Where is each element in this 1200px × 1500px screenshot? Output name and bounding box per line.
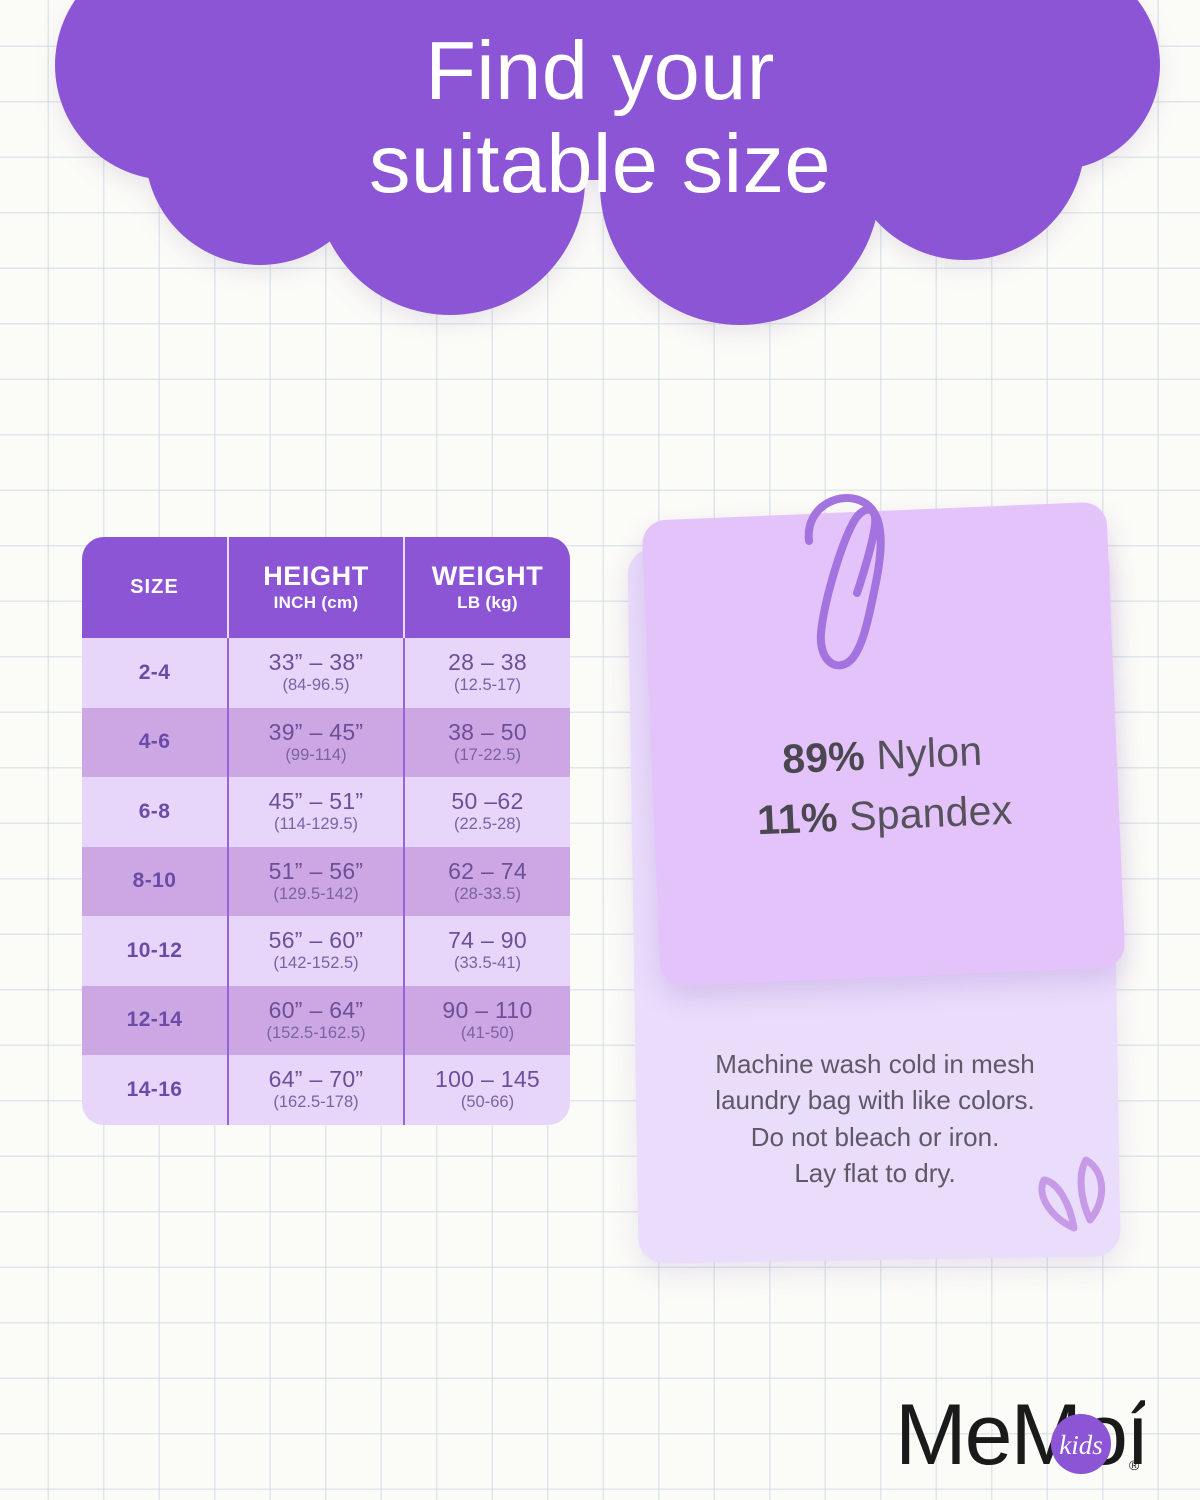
cell-weight-kg: (33.5-41) xyxy=(454,954,521,973)
cell-height: 45” – 51” (114-129.5) xyxy=(227,777,403,847)
table-row: 4-6 39” – 45” (99-114) 38 – 50 (17-22.5) xyxy=(82,707,570,777)
cell-height-inch: 51” – 56” xyxy=(268,857,364,884)
cell-height: 33” – 38” (84-96.5) xyxy=(227,638,403,708)
cell-weight-lb: 62 – 74 xyxy=(448,857,527,884)
cell-size: 2-4 xyxy=(138,660,171,684)
material-percent-1: 89% xyxy=(781,732,866,783)
cell-size: 12-14 xyxy=(126,1008,183,1032)
trademark-mark: ® xyxy=(1129,1457,1140,1473)
cell-weight-lb: 28 – 38 xyxy=(448,649,527,676)
size-chart-table: SIZE HEIGHT INCH (cm) WEIGHT LB (kg) 2-4… xyxy=(82,537,570,1125)
cell-weight-lb: 38 – 50 xyxy=(448,718,527,745)
cell-weight: 38 – 50 (17-22.5) xyxy=(403,707,570,777)
column-header-weight-unit: LB (kg) xyxy=(457,593,518,613)
cell-height-cm: (142-152.5) xyxy=(273,954,359,973)
cell-weight-kg: (22.5-28) xyxy=(454,815,521,834)
cell-height-inch: 45” – 51” xyxy=(268,788,364,815)
care-line-3: Do not bleach or iron. xyxy=(750,1121,1000,1152)
cell-weight-lb: 74 – 90 xyxy=(448,927,527,954)
paperclip-icon xyxy=(804,494,885,670)
care-line-1: Machine wash cold in mesh xyxy=(715,1049,1035,1079)
cell-height-inch: 39” – 45” xyxy=(268,718,364,745)
table-row: 14-16 64” – 70” (162.5-178) 100 – 145 (5… xyxy=(82,1055,570,1125)
care-instructions: Machine wash cold in mesh laundry bag wi… xyxy=(650,1046,1100,1192)
table-row: 6-8 45” – 51” (114-129.5) 50 –62 (22.5-2… xyxy=(82,777,570,847)
cell-height: 51” – 56” (129.5-142) xyxy=(227,846,403,916)
column-header-height-label: HEIGHT xyxy=(263,560,369,591)
kids-badge xyxy=(1051,1414,1111,1474)
column-header-size-label: SIZE xyxy=(130,575,179,598)
cell-height-cm: (84-96.5) xyxy=(282,676,350,695)
cell-height: 60” – 64” (152.5-162.5) xyxy=(227,985,403,1055)
cell-weight-kg: (17-22.5) xyxy=(454,745,521,764)
cell-height-cm: (129.5-142) xyxy=(273,884,359,903)
table-row: 12-14 60” – 64” (152.5-162.5) 90 – 110 (… xyxy=(82,985,570,1055)
material-name-1: Nylon xyxy=(875,727,984,779)
cell-weight-kg: (50-66) xyxy=(460,1093,515,1112)
kids-badge-label: kids xyxy=(1059,1430,1103,1460)
column-header-size: SIZE xyxy=(82,537,227,638)
cell-weight-lb: 50 –62 xyxy=(451,788,524,815)
cell-height: 56” – 60” (142-152.5) xyxy=(227,916,403,986)
cell-size: 6-8 xyxy=(138,799,171,823)
care-line-4: Lay flat to dry. xyxy=(794,1158,956,1189)
cell-weight-kg: (41-50) xyxy=(460,1023,515,1042)
heart-doodle-icon xyxy=(1038,1156,1106,1232)
cell-size: 14-16 xyxy=(126,1077,183,1101)
cell-weight: 28 – 38 (12.5-17) xyxy=(403,638,570,708)
cell-size: 8-10 xyxy=(132,869,177,893)
cell-height-cm: (162.5-178) xyxy=(273,1093,359,1112)
cell-weight: 50 –62 (22.5-28) xyxy=(403,777,570,847)
cell-height-inch: 33” – 38” xyxy=(268,649,364,676)
table-row: 8-10 51” – 56” (129.5-142) 62 – 74 (28-3… xyxy=(82,846,570,916)
table-header-row: SIZE HEIGHT INCH (cm) WEIGHT LB (kg) xyxy=(82,537,570,638)
material-composition: 89% Nylon 11% Spandex xyxy=(649,716,1119,855)
cell-height-inch: 56” – 60” xyxy=(268,927,364,954)
column-header-height: HEIGHT INCH (cm) xyxy=(227,537,403,638)
cell-weight-lb: 100 – 145 xyxy=(434,1066,541,1093)
cell-weight-lb: 90 – 110 xyxy=(442,996,533,1023)
cell-height-inch: 64” – 70” xyxy=(268,1066,364,1093)
column-header-weight-label: WEIGHT xyxy=(431,560,544,591)
material-name-2: Spandex xyxy=(848,786,1014,840)
cell-height-cm: (99-114) xyxy=(285,745,347,764)
column-header-weight: WEIGHT LB (kg) xyxy=(403,537,570,638)
material-percent-2: 11% xyxy=(756,793,839,844)
cell-size: 10-12 xyxy=(126,938,183,962)
cell-height-cm: (152.5-162.5) xyxy=(266,1023,366,1042)
cell-weight: 100 – 145 (50-66) xyxy=(403,1055,570,1125)
cell-height-inch: 60” – 64” xyxy=(268,996,364,1023)
column-header-height-unit: INCH (cm) xyxy=(273,593,359,613)
care-line-2: laundry bag with like colors. xyxy=(715,1085,1035,1116)
cell-height: 39” – 45” (99-114) xyxy=(227,707,403,777)
cell-weight-kg: (12.5-17) xyxy=(454,676,521,695)
cell-weight: 74 – 90 (33.5-41) xyxy=(403,916,570,986)
cell-height-cm: (114-129.5) xyxy=(273,815,359,834)
brand-logo: MeMoí kids ® xyxy=(895,1392,1145,1483)
cell-height: 64” – 70” (162.5-178) xyxy=(227,1055,403,1125)
cell-weight-kg: (28-33.5) xyxy=(454,884,521,903)
cloud-header-banner: Find your suitable size xyxy=(0,0,1200,410)
table-row: 2-4 33” – 38” (84-96.5) 28 – 38 (12.5-17… xyxy=(82,638,570,708)
table-row: 10-12 56” – 60” (142-152.5) 74 – 90 (33.… xyxy=(82,916,570,986)
cell-weight: 90 – 110 (41-50) xyxy=(403,985,570,1055)
cloud-shape xyxy=(55,0,1160,325)
cell-size: 4-6 xyxy=(138,730,171,754)
cell-weight: 62 – 74 (28-33.5) xyxy=(403,846,570,916)
